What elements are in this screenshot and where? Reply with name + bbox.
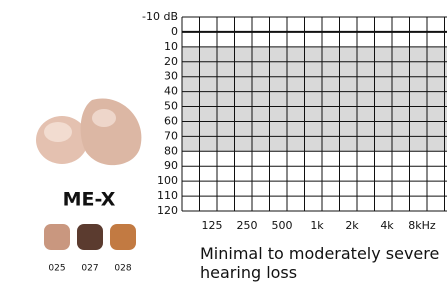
y-tick-label: 80 — [164, 144, 178, 157]
x-tick-label: 8kHz — [408, 219, 436, 232]
y-tick-label: -10 dB — [142, 10, 178, 23]
x-tick-label: 125 — [202, 219, 223, 232]
product-name: ME-X — [63, 189, 116, 211]
y-tick-label: 100 — [157, 174, 178, 187]
y-tick-label: 60 — [164, 114, 178, 127]
y-tick-label: 30 — [164, 70, 178, 83]
y-tick-label: 90 — [164, 159, 178, 172]
x-tick-label: 2k — [345, 219, 359, 232]
color-swatch — [44, 224, 70, 250]
caption: Minimal to moderately severe hearing los… — [200, 244, 445, 282]
aid-highlight — [44, 122, 72, 142]
y-tick-label: 120 — [157, 204, 178, 217]
fitting-range — [182, 47, 447, 151]
y-tick-label: 40 — [164, 85, 178, 98]
hearing-aid-image — [36, 99, 141, 166]
y-tick-label: 110 — [157, 189, 178, 202]
y-tick-label: 70 — [164, 129, 178, 142]
x-tick-label: 1k — [310, 219, 324, 232]
color-code: 025 — [48, 264, 65, 274]
page: ME-X 025 027 028 -10 dB 0 10 20 30 40 5060 70 80 90… — [0, 0, 447, 288]
y-tick-label: 10 — [164, 40, 178, 53]
y-tick-label: 50 — [164, 100, 178, 113]
aid-right — [81, 99, 142, 166]
aid-highlight — [92, 109, 116, 127]
swatches: 025 027 028 — [44, 224, 136, 274]
x-tick-label: 250 — [237, 219, 258, 232]
color-swatch — [77, 224, 103, 250]
color-swatch — [110, 224, 136, 250]
x-tick-label: 4k — [380, 219, 394, 232]
color-code: 028 — [114, 264, 131, 274]
y-tick-label: 0 — [171, 25, 178, 38]
color-code: 027 — [81, 264, 98, 274]
y-tick-label: 20 — [164, 55, 178, 68]
x-tick-label: 500 — [272, 219, 293, 232]
